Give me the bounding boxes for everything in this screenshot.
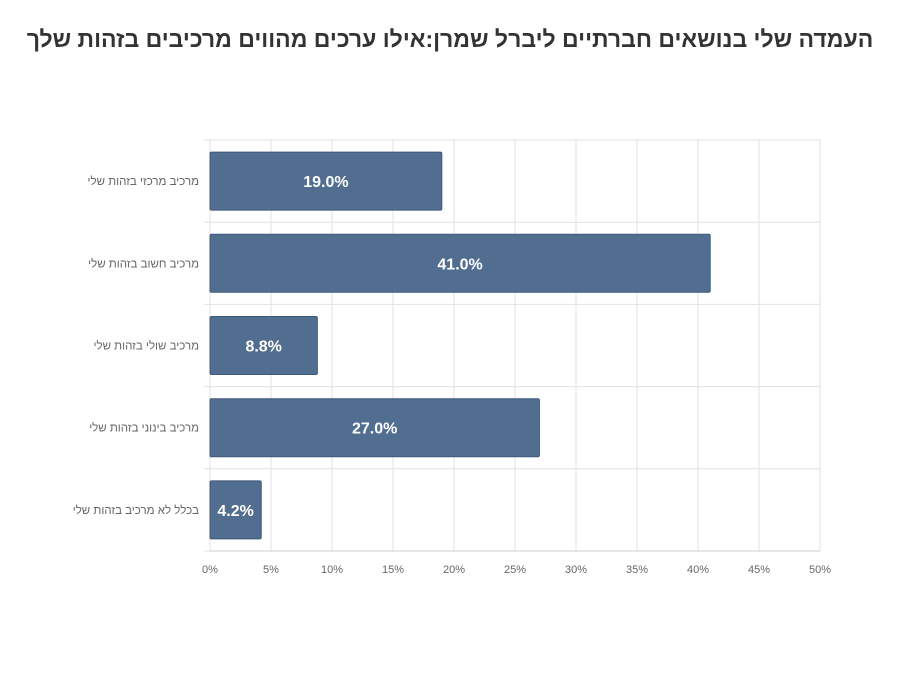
x-tick-label: 45%	[748, 564, 770, 576]
category-labels: מרכיב מרכזי בזהות שלי מרכיב חשוב בזהות של…	[73, 175, 199, 517]
category-label: מרכיב מרכזי בזהות שלי	[88, 175, 199, 188]
bar	[209, 151, 443, 211]
bar	[209, 398, 540, 458]
category-label: בכלל לא מרכיב בזהות שלי	[73, 504, 199, 517]
x-tick-label: 5%	[263, 564, 279, 576]
data-label: 41.0%	[437, 256, 482, 273]
x-tick-label: 35%	[626, 564, 648, 576]
x-tick-label: 10%	[321, 564, 343, 576]
data-label: 8.8%	[245, 339, 281, 356]
x-tick-label: 0%	[202, 564, 218, 576]
bar	[209, 233, 711, 293]
bars	[209, 151, 711, 540]
data-labels: 19.0% 41.0% 8.8% 27.0% 4.2%	[217, 174, 482, 520]
category-label: מרכיב שולי בזהות שלי	[94, 340, 199, 353]
x-tick-label: 20%	[443, 564, 465, 576]
x-tick-label: 40%	[687, 564, 709, 576]
x-tick-label: 15%	[382, 564, 404, 576]
bar	[209, 480, 262, 540]
data-label: 27.0%	[352, 421, 397, 438]
x-tick-label: 30%	[565, 564, 587, 576]
category-label: מרכיב בינוני בזהות שלי	[89, 422, 199, 435]
x-axis-ticks: 0% 5% 10% 15% 20% 25% 30% 35% 40% 45% 50%	[202, 564, 831, 576]
category-label: מרכיב חשוב בזהות שלי	[88, 257, 199, 270]
data-label: 19.0%	[303, 174, 348, 191]
chart-title: העמדה שלי בנושאים חברתיים ליברל שמרן:איל…	[26, 26, 874, 52]
x-tick-label: 50%	[809, 564, 831, 576]
data-label: 4.2%	[217, 503, 253, 520]
bar	[209, 316, 318, 375]
x-tick-label: 25%	[504, 564, 526, 576]
